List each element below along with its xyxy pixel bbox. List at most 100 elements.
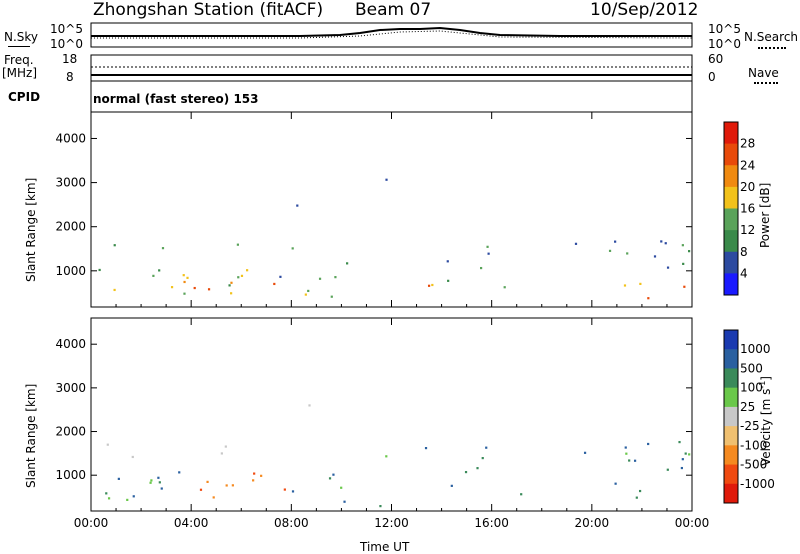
power-colorbar-segment (724, 208, 738, 231)
y-tick-label: 1000 (55, 264, 86, 278)
power-heatmap-cells (98, 178, 691, 300)
echo-cell (626, 252, 629, 255)
echo-cell (487, 252, 490, 255)
echo-cell (252, 479, 255, 482)
power-colorbar-tick: 4 (740, 266, 748, 280)
velocity-colorbar-tick: -100 (740, 438, 767, 452)
velocity-colorbar: 1000 500 100 25 -25 -100 -500 -1000 (723, 329, 775, 504)
echo-cell (666, 468, 669, 471)
freq-tick-top: 18 (62, 52, 78, 66)
echo-cell (273, 282, 276, 286)
echo-cell (476, 467, 479, 470)
velocity-colorbar-tick: 25 (740, 400, 755, 414)
cpid-label: CPID (8, 90, 41, 104)
power-ylabel: Slant Range [km] (24, 177, 38, 282)
echo-cell (231, 484, 234, 487)
echo-cell (182, 274, 185, 277)
nave-label: Nave (748, 66, 779, 80)
y-tick-label: 2000 (55, 425, 86, 439)
velocity-colorbar-tick: -1000 (740, 477, 775, 491)
echo-cell (308, 404, 311, 407)
nave-tick-bottom: 0 (708, 70, 716, 84)
echo-cell (296, 204, 299, 207)
nsky-tick-bottom: 10^0 (50, 37, 83, 51)
nsky-legend-line (8, 46, 30, 47)
echo-cell (684, 452, 687, 455)
echo-cell (291, 247, 294, 250)
velocity-colorbar-frame (723, 329, 739, 504)
echo-cell (126, 498, 129, 502)
echo-cell (170, 286, 174, 289)
echo-cell (623, 284, 627, 287)
velocity-colorbar-segment (724, 349, 738, 369)
x-tick-label: 16:00 (474, 516, 509, 530)
echo-cell (161, 247, 165, 250)
power-colorbar-segment (724, 122, 738, 145)
freq-unit-label: [MHz] (2, 66, 38, 80)
echo-cell (486, 245, 489, 248)
y-tick-label: 4000 (55, 131, 86, 145)
echo-cell (379, 505, 382, 508)
velocity-colorbar-label: Velocity [m s-1] (758, 376, 773, 466)
echo-cell (678, 440, 681, 444)
echo-cell (158, 269, 161, 272)
echo-cell (152, 274, 155, 277)
power-colorbar-segment (724, 143, 738, 166)
echo-cell (682, 262, 685, 265)
echo-cell (343, 500, 346, 503)
echo-cell (624, 446, 627, 449)
freq-label: Freq. (4, 53, 34, 67)
power-colorbar-frame (723, 121, 739, 296)
y-tick-label: 1000 (55, 468, 86, 482)
echo-cell (291, 490, 295, 493)
echo-cell (450, 484, 453, 487)
nsearch-tick-top: 10^5 (708, 22, 741, 36)
echo-cell (206, 480, 209, 483)
echo-cell (131, 455, 134, 459)
power-panel (90, 111, 693, 308)
echo-cell (107, 497, 111, 500)
velocity-panel-frame (90, 317, 693, 512)
echo-cell (224, 445, 227, 448)
velocity-cbar-label-text: Velocity [m s (759, 388, 773, 466)
echo-cell (485, 446, 488, 449)
echo-cell (464, 470, 468, 474)
echo-cell (332, 473, 335, 476)
echo-cell (150, 479, 153, 482)
echo-cell (98, 268, 101, 272)
echo-cell (212, 496, 215, 499)
nsearch-trace (91, 30, 693, 39)
echo-cell (157, 476, 160, 479)
echo-cell (503, 286, 506, 289)
echo-cell (334, 276, 337, 279)
echo-cell (253, 472, 256, 475)
velocity-colorbar-tick: -25 (740, 419, 760, 433)
echo-cell (260, 474, 263, 477)
velocity-colorbar-segment (724, 368, 738, 389)
echo-cell (237, 276, 240, 279)
echo-cell (481, 456, 484, 460)
echo-cell (608, 249, 612, 252)
velocity-colorbar-tick: 100 (740, 381, 763, 395)
velocity-cbar-label-exp: -1 (758, 380, 767, 389)
date-label: 10/Sep/2012 (590, 0, 699, 20)
echo-cell (688, 453, 691, 456)
echo-cell (653, 255, 657, 258)
velocity-cbar-label-close: ] (759, 376, 773, 381)
echo-cell (307, 289, 310, 293)
echo-cell (638, 489, 642, 493)
echo-cell (614, 240, 617, 243)
echo-cell (385, 455, 388, 458)
echo-cell (625, 452, 628, 455)
echo-cell (193, 286, 196, 290)
axes-layer: 1000 2000 3000 4000 1000 2000 3000 4000 00:00 04:… (55, 112, 709, 530)
echo-cell (635, 496, 638, 499)
echo-cell (106, 443, 109, 446)
echo-cell (681, 458, 684, 461)
y-tick-label: 3000 (55, 176, 86, 190)
echo-cell (660, 240, 663, 243)
echo-cell (113, 288, 116, 292)
freq-panel-frame (90, 54, 693, 82)
power-colorbar-segment (724, 273, 738, 296)
nsearch-legend-line (758, 47, 786, 49)
